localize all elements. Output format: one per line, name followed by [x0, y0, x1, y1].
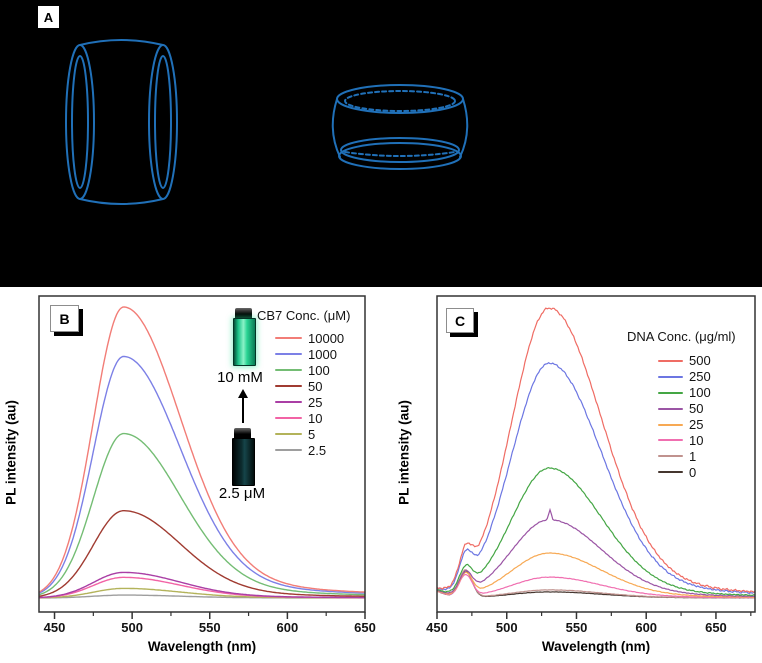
x-tick-label-500: 500 [495, 620, 518, 635]
x-tick-label-600: 600 [635, 620, 658, 635]
y-axis-title: PL intensity (au) [3, 400, 19, 505]
legend-label: 0 [689, 464, 697, 480]
legend-line-swatch [658, 471, 683, 474]
legend-line-swatch [275, 417, 302, 419]
up-arrow-line [242, 397, 244, 423]
high-conc-label: 10 mM [217, 369, 263, 386]
legend-label: 5 [308, 426, 316, 442]
legend-line-swatch [275, 449, 302, 451]
low-conc-label: 2.5 μM [218, 485, 266, 502]
glowing-cuvette [233, 308, 256, 366]
legend-label: 25 [308, 394, 323, 410]
series-50-curve [38, 510, 365, 597]
legend-label: 10000 [308, 330, 345, 346]
series-25-curve [38, 571, 365, 599]
legend-label: 2.5 [308, 442, 327, 458]
x-axis-title: Wavelength (nm) [147, 639, 257, 654]
legend-label: 1 [689, 448, 697, 464]
legend-title: DNA Conc. (μg/ml) [627, 329, 736, 344]
panel-a-label: A [38, 6, 59, 28]
series-100-curve [436, 466, 756, 597]
legend-row: 100 [275, 362, 344, 378]
legend-label: 250 [689, 369, 711, 385]
legend-row: 50 [658, 401, 711, 417]
legend-line-swatch [658, 391, 683, 394]
legend-row: 2.5 [275, 442, 344, 458]
series-1-curve [436, 569, 756, 599]
legend-row: 50 [275, 378, 344, 394]
x-tick-label-450: 450 [43, 620, 66, 635]
legend-row: 25 [658, 417, 711, 433]
x-tick-label-450: 450 [426, 620, 448, 635]
up-arrow-head [238, 389, 248, 398]
y-axis-title: PL intensity (au) [396, 400, 412, 505]
legend-row: 100 [658, 385, 711, 401]
series-5-curve [39, 587, 365, 599]
series-10-curve [436, 573, 756, 599]
legend-line-swatch [658, 423, 683, 426]
legend-row: 250 [658, 369, 711, 385]
legend-line-swatch [658, 375, 683, 378]
legend: 500 250 100 50 25 10 1 0 [658, 353, 711, 480]
series-25-curve [436, 552, 755, 598]
legend-row: 0 [658, 464, 711, 480]
x-tick-label-650: 650 [705, 620, 727, 635]
legend-label: 10 [689, 432, 704, 448]
legend-line-swatch [275, 401, 302, 403]
series-0-curve [436, 570, 756, 599]
x-tick-label-650: 650 [354, 620, 376, 635]
legend-row: 10 [275, 410, 344, 426]
legend-row: 10 [658, 432, 711, 448]
legend-line-swatch [658, 359, 683, 362]
series-10-curve [38, 576, 365, 599]
legend-label: 500 [689, 353, 711, 369]
legend-label: 50 [308, 378, 323, 394]
legend-line-swatch [275, 353, 302, 355]
dark-cuvette [232, 428, 255, 486]
cb7-tilted-view [331, 84, 469, 170]
legend-label: 50 [689, 401, 704, 417]
legend-label: 1000 [308, 346, 337, 362]
legend-label: 25 [689, 417, 704, 432]
x-axis-title: Wavelength (nm) [541, 639, 651, 654]
legend-line-swatch [275, 385, 302, 387]
legend-line-swatch [658, 455, 683, 458]
series-2.5-curve [39, 594, 365, 599]
x-tick-label-550: 550 [565, 620, 588, 635]
x-tick-label-600: 600 [276, 620, 299, 635]
x-tick-label-550: 550 [198, 620, 221, 635]
cuvette-liquid [232, 438, 255, 486]
legend-line-swatch [275, 369, 302, 371]
legend-label: 10 [308, 410, 323, 426]
panel-c-label: C [446, 308, 474, 333]
legend-row: 500 [658, 353, 711, 369]
series-50-curve [437, 507, 756, 598]
legend-line-swatch [275, 433, 302, 435]
legend-line-swatch [658, 407, 683, 410]
x-tick-label-500: 500 [121, 620, 143, 635]
legend: 10000 1000 100 50 25 10 5 2.5 [275, 330, 344, 458]
legend-line-swatch [275, 337, 302, 339]
spectra-section: 450 500 550 600 650 Wavelength (nm) PL intensi… [0, 287, 762, 663]
legend-label: 100 [689, 385, 711, 401]
cb7-barrel-drawings [65, 39, 469, 205]
legend-title: CB7 Conc. (μM) [257, 308, 351, 323]
cuvette-cap [235, 308, 252, 319]
legend-line-swatch [658, 439, 683, 442]
legend-label: 100 [308, 362, 330, 378]
cuvette-cap [234, 428, 251, 439]
panel-a: A [0, 0, 762, 287]
legend-row: 1000 [275, 346, 344, 362]
legend-row: 10000 [275, 330, 344, 346]
legend-row: 25 [275, 394, 344, 410]
cuvette-liquid [233, 318, 256, 366]
panel-b-label: B [50, 305, 79, 332]
cb7-side-view [65, 39, 178, 205]
legend-row: 1 [658, 448, 711, 464]
legend-row: 5 [275, 426, 344, 442]
